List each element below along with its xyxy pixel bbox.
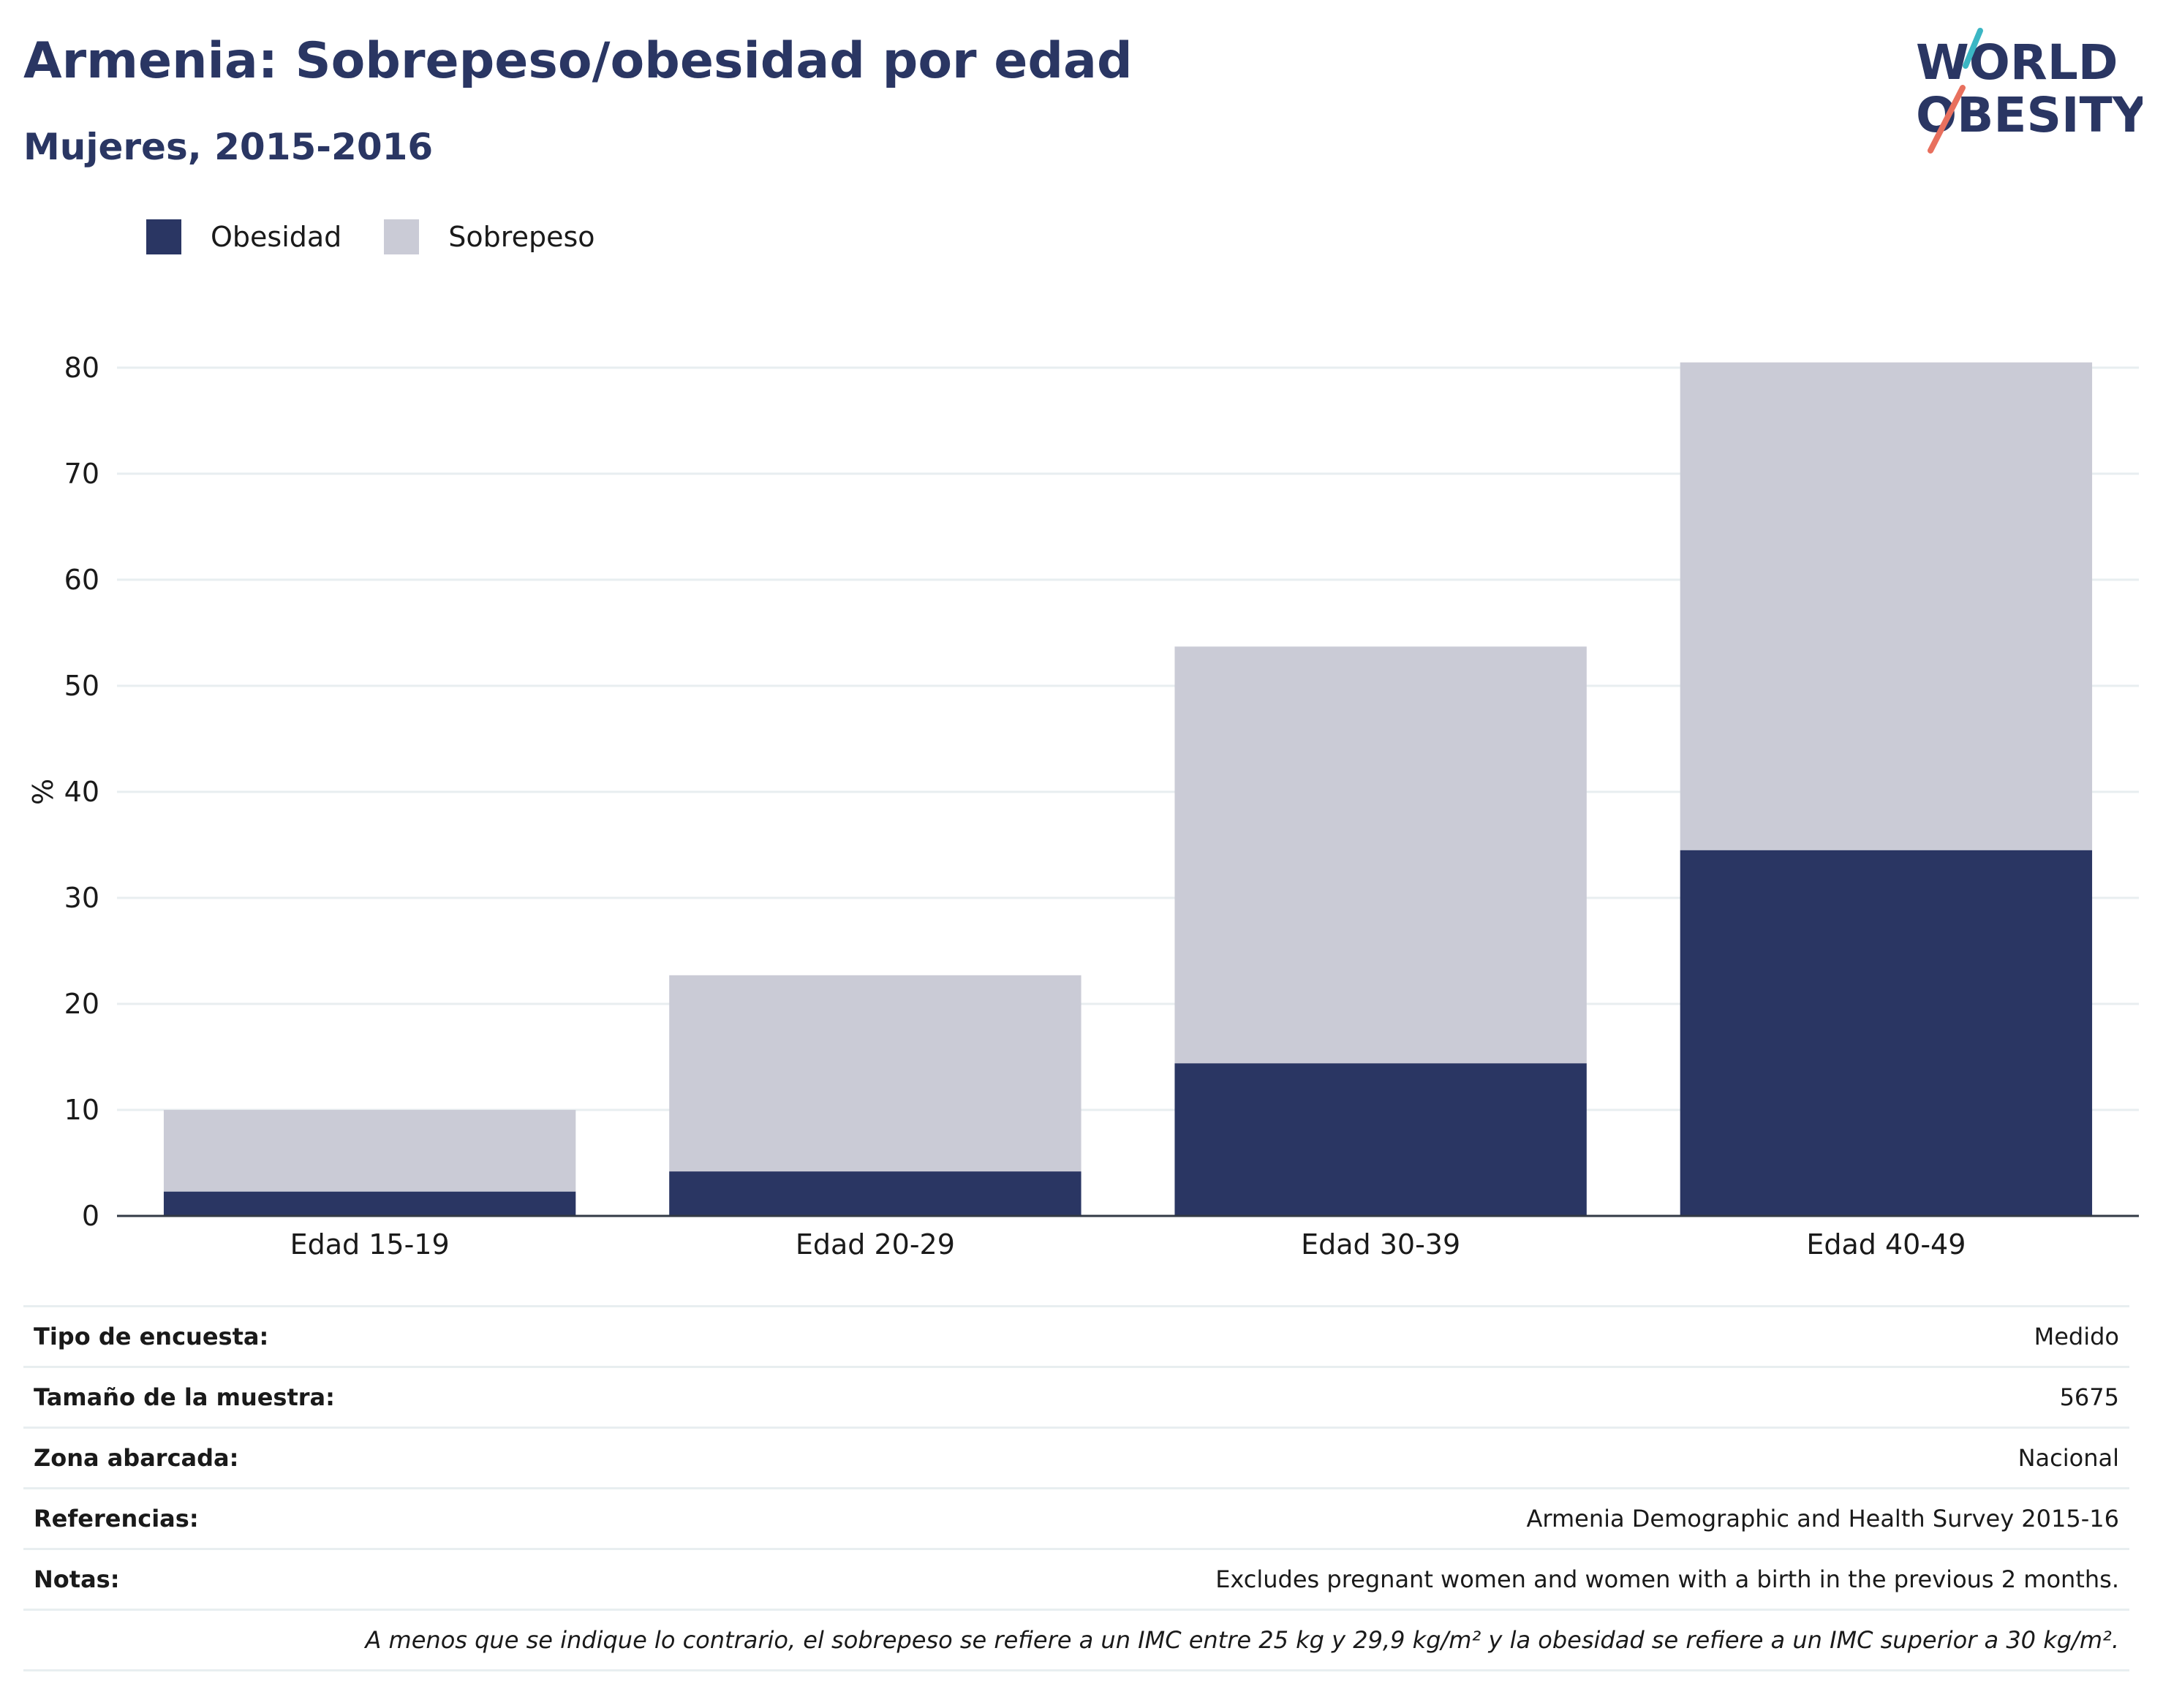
y-tick-label: 60: [64, 564, 99, 596]
legend-item-sobrepeso: Sobrepeso: [384, 219, 595, 254]
world-obesity-logo: WORLD OBESITY: [1916, 28, 2143, 154]
legend-label-obesidad: Obesidad: [211, 221, 342, 253]
y-tick-label: 30: [64, 882, 99, 914]
x-tick-label: Edad 30-39: [1301, 1228, 1460, 1261]
y-tick-label: 40: [64, 776, 99, 808]
y-tick-label: 0: [82, 1200, 99, 1232]
y-tick-label: 10: [64, 1094, 99, 1126]
info-row: Tamaño de la muestra: 5675: [23, 1366, 2129, 1428]
bar-obesidad: [1680, 850, 2093, 1216]
bar-sobrepeso: [669, 975, 1082, 1172]
y-tick-label: 70: [64, 458, 99, 490]
info-label: Notas:: [23, 1548, 567, 1610]
info-row: Tipo de encuesta: Medido: [23, 1305, 2129, 1367]
footnote-text: A menos que se indique lo contrario, el …: [23, 1609, 2129, 1671]
info-label: Referencias:: [23, 1487, 567, 1549]
legend-item-obesidad: Obesidad: [146, 219, 341, 254]
bar-obesidad: [1174, 1063, 1587, 1216]
bar-sobrepeso: [163, 1109, 576, 1192]
x-tick-label: Edad 40-49: [1806, 1228, 1966, 1261]
footnote-row: A menos que se indique lo contrario, el …: [23, 1609, 2129, 1671]
survey-info-table: Tipo de encuesta: Medido Tamaño de la mu…: [23, 1305, 2129, 1671]
info-label: Tamaño de la muestra:: [23, 1366, 567, 1428]
svg-text:WORLD: WORLD: [1916, 34, 2118, 91]
info-label: Tipo de encuesta:: [23, 1305, 567, 1367]
bar-obesidad: [669, 1171, 1082, 1216]
y-tick-label: 50: [64, 670, 99, 702]
bar-sobrepeso: [1174, 646, 1587, 1064]
info-value: Nacional: [567, 1427, 2129, 1489]
svg-text:OBESITY: OBESITY: [1916, 87, 2143, 143]
x-tick-label: Edad 15-19: [290, 1228, 450, 1261]
info-value: Medido: [567, 1305, 2129, 1367]
y-tick-label: 80: [64, 352, 99, 384]
legend-label-sobrepeso: Sobrepeso: [448, 221, 595, 253]
info-value: 5675: [567, 1366, 2129, 1428]
legend-swatch-obesidad: [146, 219, 181, 254]
bar-obesidad: [163, 1191, 576, 1216]
info-row: Referencias: Armenia Demographic and Hea…: [23, 1487, 2129, 1549]
x-tick-label: Edad 20-29: [796, 1228, 955, 1261]
bar-chart: 0 10 20 30 40 50 60 70 80% Edad 15-19 Edad 20-29 Ed…: [27, 352, 2139, 1261]
info-value: Armenia Demographic and Health Survey 20…: [567, 1487, 2129, 1549]
info-row: Notas: Excludes pregnant women and women…: [23, 1548, 2129, 1610]
info-label: Zona abarcada:: [23, 1427, 567, 1489]
info-row: Zona abarcada: Nacional: [23, 1427, 2129, 1489]
chart-subtitle: Mujeres, 2015-2016: [23, 126, 434, 168]
legend-swatch-sobrepeso: [384, 219, 420, 254]
y-axis-label: %: [27, 779, 59, 805]
bar-sobrepeso: [1680, 362, 2093, 850]
info-value: Excludes pregnant women and women with a…: [567, 1548, 2129, 1610]
y-tick-label: 20: [64, 988, 99, 1020]
chart-title: Armenia: Sobrepeso/obesidad por edad: [23, 32, 1133, 90]
chart-legend: Obesidad Sobrepeso: [146, 218, 638, 256]
